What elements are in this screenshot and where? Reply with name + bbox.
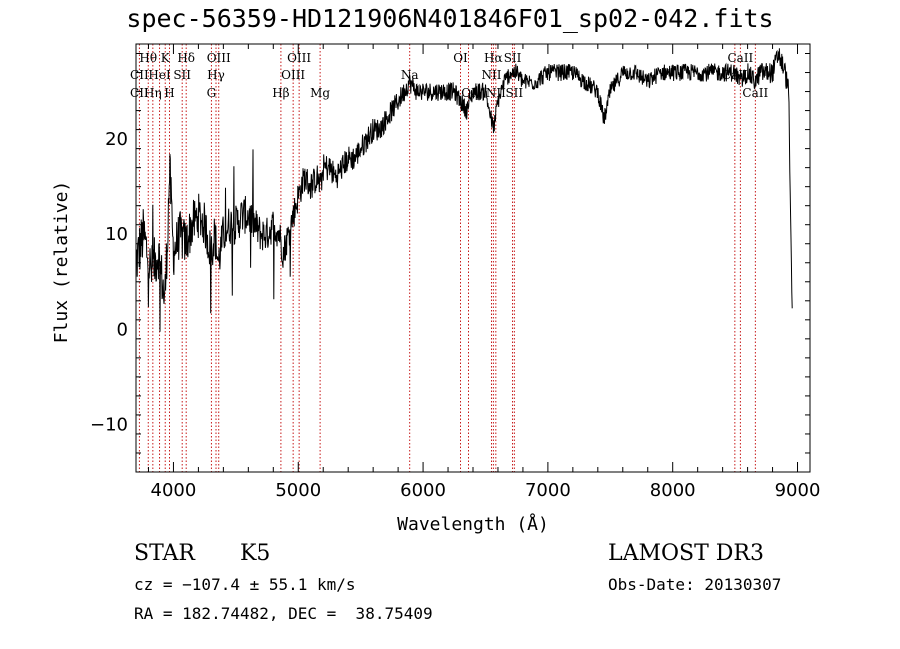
line-label: Na <box>401 68 419 82</box>
line-label: NII <box>486 86 506 100</box>
line-label: Hη <box>144 86 162 100</box>
x-tick-label: 8000 <box>650 480 696 501</box>
x-tick-label: 5000 <box>275 480 321 501</box>
object-class: STAR <box>134 541 195 566</box>
line-label: OIII <box>287 51 311 65</box>
line-label: CaII <box>742 86 768 100</box>
plot-frame <box>135 43 811 473</box>
line-label: Hα <box>484 51 503 65</box>
spectral-subclass: K5 <box>240 541 271 566</box>
x-tick-label: 7000 <box>525 480 571 501</box>
y-axis-label: Flux (relative) <box>51 181 72 344</box>
line-label: Hβ <box>272 86 289 100</box>
line-label: CaII <box>722 68 748 82</box>
line-label: Hδ <box>177 51 195 65</box>
line-label: OI <box>453 51 468 65</box>
x-tick-label: 4000 <box>151 480 197 501</box>
y-tick-label: 20 <box>105 129 128 150</box>
line-label: OI <box>461 86 476 100</box>
chart-title: spec-56359-HD121906N401846F01_sp02-042.f… <box>126 4 774 33</box>
survey-name: LAMOST DR3 <box>608 541 764 566</box>
x-axis-label: Wavelength (Å) <box>397 513 549 535</box>
line-label: SII <box>505 86 523 100</box>
line-label: HeI <box>148 68 171 82</box>
line-label: OIII <box>207 51 231 65</box>
line-label: NII <box>481 68 501 82</box>
x-tick-label: 6000 <box>400 480 446 501</box>
line-label: H <box>164 86 174 100</box>
line-label: CaII <box>727 51 753 65</box>
line-label: SII <box>173 68 191 82</box>
obs-date: Obs-Date: 20130307 <box>608 575 782 594</box>
redshift-readout: cz = −107.4 ± 55.1 km/s <box>134 575 356 594</box>
line-label: Hθ <box>139 51 157 65</box>
line-label: Mg <box>310 86 330 100</box>
line-label: G <box>207 86 217 100</box>
line-label: K <box>161 51 171 65</box>
coordinates-readout: RA = 182.74482, DEC = 38.75409 <box>134 604 433 623</box>
x-tick-label: 9000 <box>775 480 821 501</box>
y-tick-label: 10 <box>105 224 128 245</box>
line-label: OIII <box>281 68 305 82</box>
y-tick-label: −10 <box>90 414 128 435</box>
line-label: CII <box>130 86 149 100</box>
y-tick-label: 0 <box>117 319 128 340</box>
line-label: CII <box>130 68 149 82</box>
line-label: SII <box>504 51 522 65</box>
spectrum-line <box>135 48 793 332</box>
line-label: Hγ <box>207 68 225 82</box>
